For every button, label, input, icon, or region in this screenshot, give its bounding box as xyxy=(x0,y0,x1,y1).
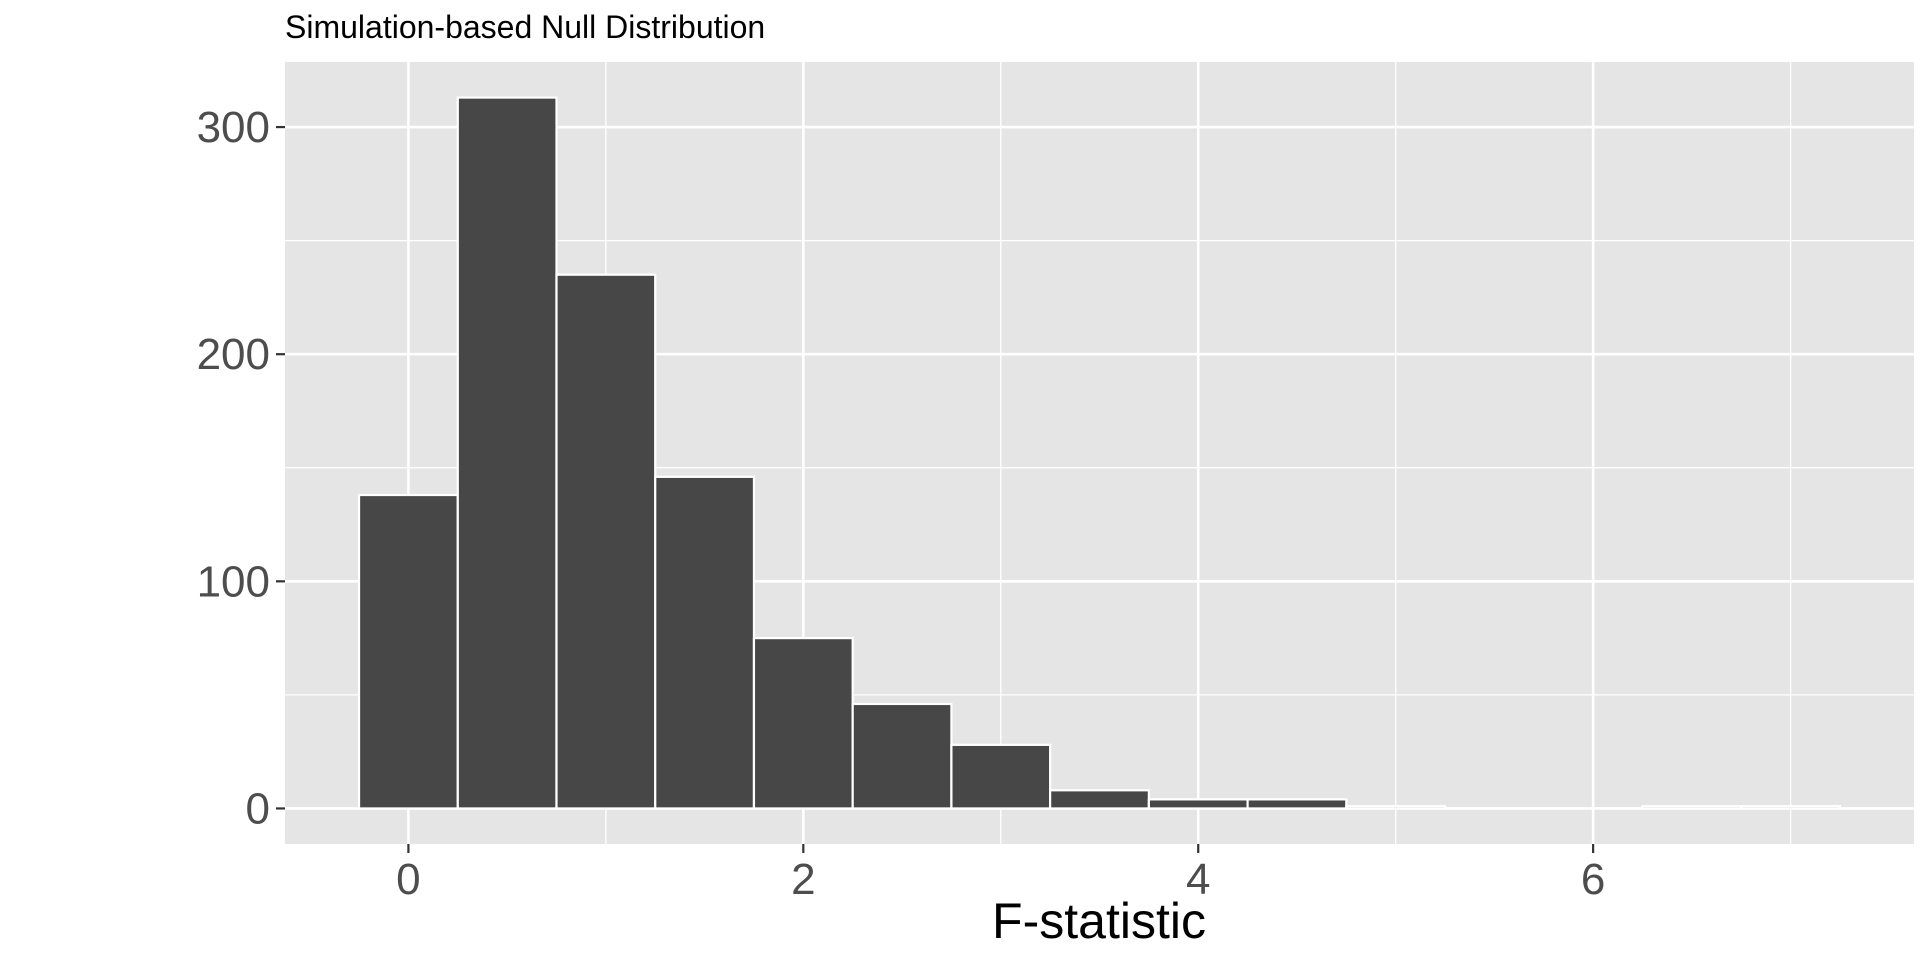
histogram-bar xyxy=(1246,798,1348,810)
histogram-bar xyxy=(456,96,558,810)
y-tick-label: 300 xyxy=(197,103,270,152)
histogram-bar xyxy=(1345,805,1447,810)
x-tick-label: 0 xyxy=(396,855,420,904)
histogram-bars xyxy=(357,96,1842,810)
x-tick-label: 4 xyxy=(1186,855,1210,904)
histogram-bar xyxy=(555,273,657,810)
chart-title: Simulation-based Null Distribution xyxy=(285,9,765,45)
y-tick-label: 0 xyxy=(246,784,270,833)
histogram-bar xyxy=(752,637,854,810)
y-tick-label: 100 xyxy=(197,557,270,606)
histogram-bar xyxy=(654,475,756,810)
y-tick-label: 200 xyxy=(197,330,270,379)
histogram-bar xyxy=(851,702,953,810)
histogram-bar xyxy=(1049,789,1150,810)
x-tick-label: 2 xyxy=(791,855,815,904)
histogram-bar xyxy=(950,743,1052,810)
axes: 0 100 200 300 0 2 4 6 xyxy=(197,103,1606,904)
histogram-bar xyxy=(357,493,459,810)
x-tick-label: 6 xyxy=(1581,855,1605,904)
histogram-bar xyxy=(1641,805,1743,810)
x-axis-title: F-statistic xyxy=(992,893,1206,949)
histogram-bar xyxy=(1147,798,1249,810)
histogram-bar xyxy=(1740,805,1842,810)
